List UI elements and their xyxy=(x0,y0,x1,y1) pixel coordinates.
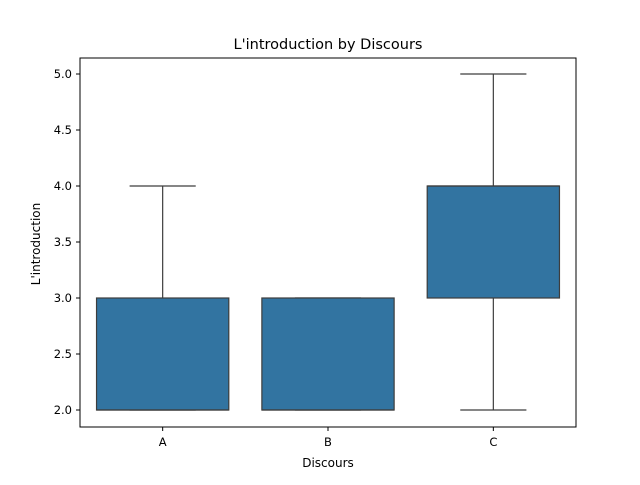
x-tick-label: B xyxy=(324,435,332,449)
y-tick-label: 4.0 xyxy=(54,179,72,193)
y-axis-label: L'introduction xyxy=(29,203,43,285)
y-tick-label: 2.0 xyxy=(54,403,72,417)
x-axis-label: Discours xyxy=(302,456,354,470)
box-b xyxy=(261,297,395,411)
box-c xyxy=(426,185,561,299)
y-tick-label: 2.5 xyxy=(54,347,72,361)
x-tick-label: A xyxy=(159,435,167,449)
y-tick-label: 4.5 xyxy=(54,123,72,137)
box-a xyxy=(95,297,230,411)
y-tick-label: 5.0 xyxy=(54,67,72,81)
x-tick-label: C xyxy=(489,435,497,449)
y-tick-label: 3.5 xyxy=(54,235,72,249)
y-tick-label: 3.0 xyxy=(54,291,72,305)
chart-title: L'introduction by Discours xyxy=(234,37,423,53)
